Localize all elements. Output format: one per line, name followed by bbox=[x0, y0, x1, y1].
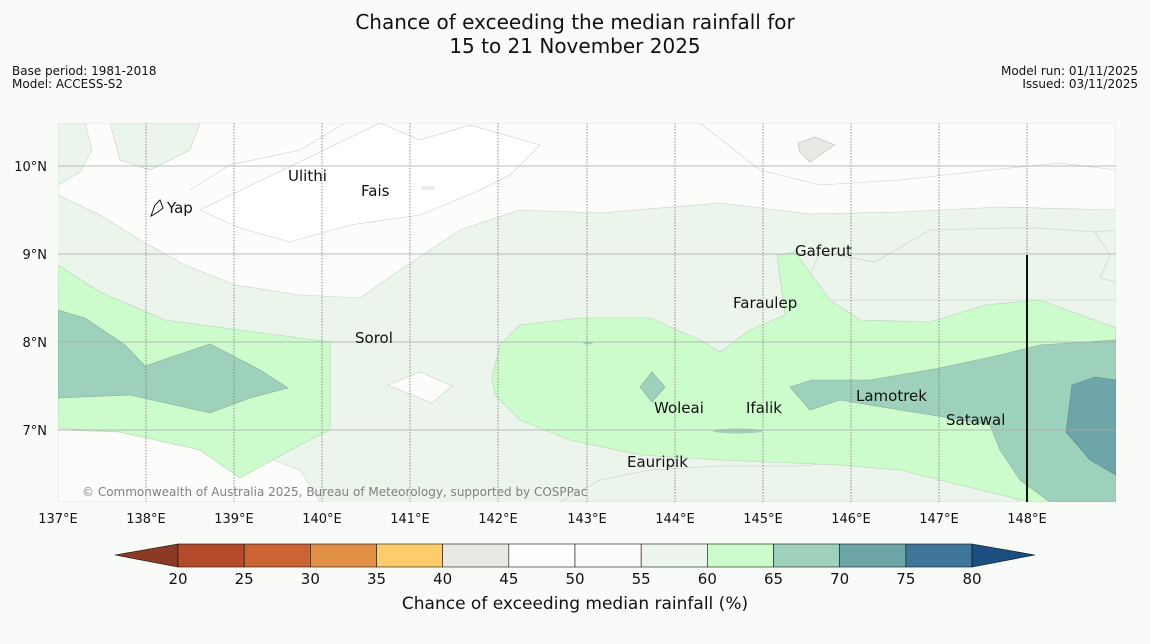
contour-65-70-east bbox=[789, 339, 1116, 502]
colorbar-tick-label: 70 bbox=[830, 570, 849, 588]
colorbar-low-arrow bbox=[114, 543, 179, 568]
colorbar-cell bbox=[707, 543, 774, 568]
colorbar-tick-label: 35 bbox=[367, 570, 386, 588]
colorbar-cell bbox=[574, 543, 642, 568]
issued-date: Issued: 03/11/2025 bbox=[1022, 77, 1138, 91]
model-name: Model: ACCESS-S2 bbox=[12, 77, 124, 91]
place-ifalik: Ifalik bbox=[746, 399, 782, 417]
colorbar-tick-label: 80 bbox=[962, 570, 981, 588]
place-eauripik: Eauripik bbox=[627, 453, 688, 471]
lon-label: 140°E bbox=[302, 512, 342, 527]
contour-55-60-north bbox=[109, 123, 201, 171]
contour-70-75-east bbox=[1065, 376, 1116, 476]
place-satawal: Satawal bbox=[946, 411, 1005, 429]
place-yap: Yap bbox=[166, 199, 193, 217]
copyright-text: © Commonwealth of Australia 2025, Bureau… bbox=[82, 485, 587, 499]
colorbar-cells bbox=[177, 543, 973, 568]
colorbar-tick-label: 20 bbox=[168, 570, 187, 588]
contour-50-55-island bbox=[387, 371, 453, 404]
contour-55-60-east bbox=[799, 227, 1116, 301]
contour-65-70-west bbox=[58, 309, 289, 414]
colorbar-cell bbox=[243, 543, 311, 568]
colorbar-cell bbox=[310, 543, 377, 568]
colorbar-tick-label: 40 bbox=[433, 570, 452, 588]
model-run: Model run: 01/11/2025 bbox=[1000, 64, 1138, 78]
contour-40-45-small bbox=[421, 186, 435, 190]
colorbar-cell bbox=[905, 543, 973, 568]
rainfall-map: Yap Ulithi Fais Gaferut Faraulep Sorol L… bbox=[14, 123, 1116, 527]
colorbar-high-arrow bbox=[971, 543, 1036, 568]
yap-island bbox=[150, 199, 164, 218]
lon-label: 137°E bbox=[38, 512, 78, 527]
colorbar-tick-label: 45 bbox=[499, 570, 518, 588]
colorbar-cell bbox=[773, 543, 840, 568]
map-plot-area bbox=[58, 123, 1116, 502]
colorbar-tick-label: 50 bbox=[565, 570, 584, 588]
place-faraulep: Faraulep bbox=[733, 294, 797, 312]
colorbar-cell bbox=[177, 543, 245, 568]
colorbar-cell bbox=[442, 543, 510, 568]
lon-label: 148°E bbox=[1007, 512, 1047, 527]
lat-axis: 10°N 9°N 8°N 7°N bbox=[14, 160, 47, 439]
colorbar-legend: 20 25 30 35 40 45 50 55 60 65 70 75 80 Chance of exc… bbox=[114, 543, 1036, 614]
lon-label: 141°E bbox=[390, 512, 430, 527]
colorbar-tick-label: 60 bbox=[698, 570, 717, 588]
lon-axis: 137°E 138°E 139°E 140°E 141°E 142°E 143°… bbox=[38, 512, 1047, 527]
lon-label: 142°E bbox=[478, 512, 518, 527]
place-woleai: Woleai bbox=[654, 399, 704, 417]
lon-label: 147°E bbox=[919, 512, 959, 527]
place-ulithi: Ulithi bbox=[288, 167, 327, 185]
colorbar-ticks: 20 25 30 35 40 45 50 55 60 65 70 75 80 bbox=[168, 570, 981, 588]
place-lamotrek: Lamotrek bbox=[856, 387, 927, 405]
colorbar-tick-label: 25 bbox=[235, 570, 254, 588]
place-gaferut: Gaferut bbox=[795, 242, 852, 260]
colorbar-cell bbox=[640, 543, 708, 568]
lon-label: 139°E bbox=[214, 512, 254, 527]
map-title-line1: Chance of exceeding the median rainfall … bbox=[355, 10, 795, 34]
colorbar-tick-label: 55 bbox=[632, 570, 651, 588]
lat-label: 8°N bbox=[23, 336, 48, 351]
colorbar-tick-label: 75 bbox=[896, 570, 915, 588]
lon-label: 143°E bbox=[567, 512, 607, 527]
map-gridlines bbox=[58, 123, 1116, 502]
colorbar-cell bbox=[839, 543, 907, 568]
contour-50-inner bbox=[189, 123, 541, 243]
lat-label: 10°N bbox=[14, 160, 47, 175]
place-sorol: Sorol bbox=[355, 329, 393, 347]
colorbar-tick-label: 30 bbox=[301, 570, 320, 588]
lon-label: 146°E bbox=[831, 512, 871, 527]
colorbar-label: Chance of exceeding median rainfall (%) bbox=[402, 594, 748, 614]
contour-line-ne bbox=[699, 123, 1116, 186]
colorbar-cell bbox=[376, 543, 443, 568]
place-labels: Yap Ulithi Fais Gaferut Faraulep Sorol L… bbox=[166, 167, 1005, 471]
contour-65-70-ifalik bbox=[713, 428, 763, 434]
lat-label: 7°N bbox=[23, 424, 48, 439]
map-title-line2: 15 to 21 November 2025 bbox=[449, 34, 701, 58]
lon-label: 145°E bbox=[743, 512, 783, 527]
contour-60-65-central bbox=[491, 251, 1116, 502]
colorbar-tick-label: 65 bbox=[764, 570, 783, 588]
contour-65-70-woleai bbox=[639, 371, 666, 403]
contour-55-60-nw bbox=[58, 123, 93, 186]
lon-label: 138°E bbox=[126, 512, 166, 527]
contour-40-45-patch bbox=[797, 136, 836, 163]
base-period: Base period: 1981-2018 bbox=[12, 64, 157, 78]
lat-label: 9°N bbox=[23, 248, 48, 263]
colorbar-cell bbox=[508, 543, 576, 568]
place-fais: Fais bbox=[361, 182, 390, 200]
lon-label: 144°E bbox=[655, 512, 695, 527]
contour-line-east bbox=[1094, 231, 1116, 283]
